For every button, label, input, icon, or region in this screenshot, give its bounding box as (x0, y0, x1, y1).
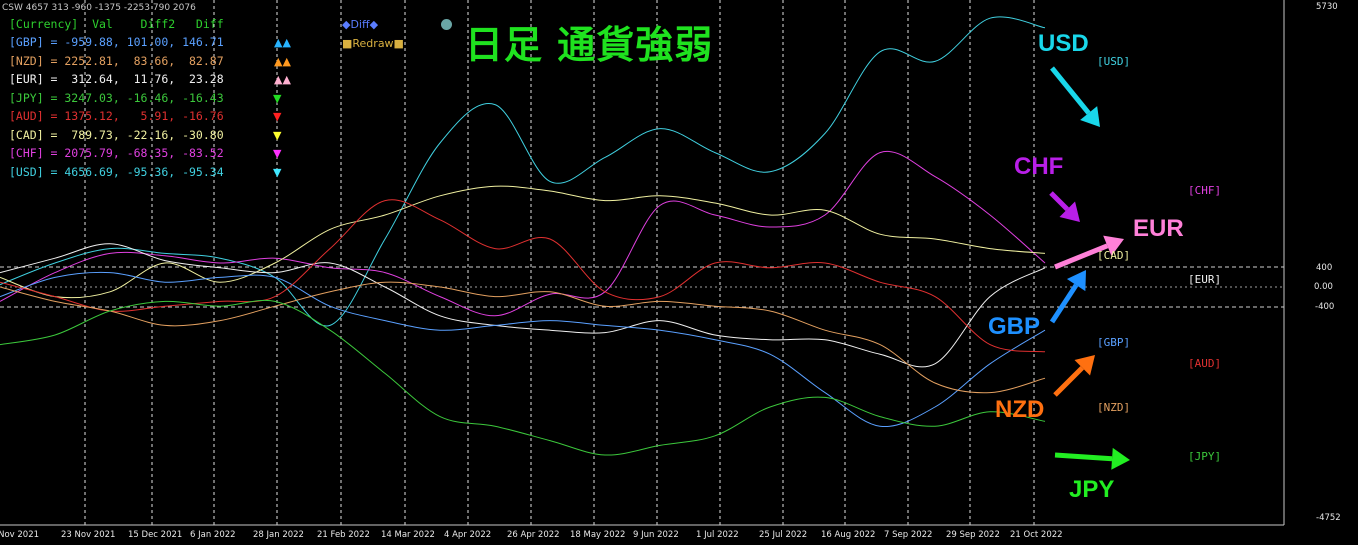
arrow-shaft (1053, 365, 1085, 397)
trend-arrow-icon: ▼ (273, 165, 282, 179)
arrow-shaft (1054, 452, 1113, 462)
annotation-arrows (1049, 66, 1130, 470)
trend-arrow-icon: ▲▲ (274, 54, 291, 68)
series-lines (0, 16, 1046, 456)
trend-arrow-icon: ▼ (273, 147, 282, 160)
series-tag-aud: [AUD] (1188, 357, 1222, 370)
y-axis-max: 5730 (1316, 2, 1338, 12)
annotation-nzd: NZD (995, 396, 1045, 423)
arrow-head-icon (1103, 235, 1124, 256)
series-line-chf (0, 150, 1046, 317)
header-info: CSW 4657 313 -960 -1375 -2253 790 2076 (2, 3, 196, 13)
diff-button[interactable]: ◆Diff◆ (342, 18, 379, 31)
table-row: [GBP] = -959.88, 101.00, 146.71 (9, 35, 224, 49)
arrow-head-icon (1111, 447, 1130, 470)
table-header: [Currency] Val Diff2 Diff (9, 17, 224, 31)
series-line-eur (0, 243, 1046, 368)
annotation-chf: CHF (1014, 153, 1064, 180)
table-row: [USD] = 4656.69, -95.36, -95.34 (9, 164, 224, 179)
annotation-jpy: JPY (1069, 476, 1115, 503)
series-line-usd (0, 16, 1046, 327)
x-tick-label: 6 Jan 2022 (190, 530, 236, 540)
x-tick-label: 16 Aug 2022 (821, 530, 876, 540)
x-tick-label: 28 Jan 2022 (253, 530, 304, 540)
trend-arrow-icon: ▼ (273, 110, 282, 123)
annotation-usd: USD (1038, 30, 1089, 57)
x-tick-label: 1 Jul 2022 (696, 530, 739, 540)
annotation-eur: EUR (1133, 215, 1184, 242)
series-tag-jpy: [JPY] (1188, 450, 1222, 463)
trend-arrow-icon: ▲▲ (274, 73, 291, 86)
series-line-cad (0, 185, 1046, 299)
annotation-gbp: GBP (988, 313, 1041, 340)
y-axis-zero: 0.00 (1314, 282, 1333, 292)
series-tag-cad: [CAD] (1097, 249, 1131, 262)
arrow-shaft (1049, 191, 1070, 212)
arrow-shaft (1050, 66, 1091, 115)
y-axis-400: 400 (1316, 263, 1333, 273)
series-tag-nzd: [NZD] (1097, 401, 1131, 414)
arrow-head-icon (1059, 201, 1080, 222)
series-tag-usd: [USD] (1097, 55, 1131, 68)
table-row: [EUR] = 312.64, 11.76, 23.28 (9, 72, 224, 86)
x-tick-label: 14 Mar 2022 (381, 530, 435, 540)
series-line-aud (0, 199, 1046, 353)
table-row: [NZD] = 2252.81, 83.66, 82.87 (9, 53, 224, 68)
series-tag-eur: [EUR] (1188, 273, 1222, 286)
x-tick-label: 21 Oct 2022 (1010, 530, 1063, 540)
series-tag-gbp: [GBP] (1097, 336, 1131, 349)
arrow-shaft (1049, 283, 1079, 324)
arrow-head-icon (1066, 270, 1086, 292)
table-row: [AUD] = 1375.12, 5.91, -16.76 (9, 109, 224, 123)
trend-arrow-icon: ▼ (273, 128, 282, 142)
series-tag-chf: [CHF] (1188, 184, 1222, 197)
arrow-head-icon (1080, 106, 1100, 127)
series-line-gbp (0, 271, 1046, 427)
x-tick-label: 4 Apr 2022 (444, 530, 492, 540)
trend-arrow-icon: ▼ (273, 91, 282, 105)
chart-title: 日足 通貨強弱 (465, 23, 714, 67)
x-tick-label: 9 Jun 2022 (633, 530, 679, 540)
y-axis-m400: -400 (1315, 302, 1335, 312)
x-tick-label: 23 Nov 2021 (61, 530, 116, 540)
x-tick-label: 26 Apr 2022 (507, 530, 560, 540)
trend-arrow-icon: ▲▲ (274, 36, 291, 49)
x-tick-label: 25 Jul 2022 (759, 530, 808, 540)
x-tick-label: 21 Feb 2022 (317, 530, 370, 540)
x-tick-label: 1 Nov 2021 (0, 530, 40, 540)
reference-lines (0, 266, 1284, 308)
x-tick-label: 15 Dec 2021 (128, 530, 183, 540)
arrow-shaft (1054, 243, 1109, 270)
arrow-head-icon (1074, 355, 1095, 376)
x-tick-label: 7 Sep 2022 (884, 530, 933, 540)
table-row: [CHF] = 2075.79, -68.35, -83.52 (9, 146, 224, 160)
x-tick-label: 29 Sep 2022 (946, 530, 1000, 540)
x-tick-label: 18 May 2022 (570, 530, 626, 540)
redraw-button[interactable]: ■Redraw■ (342, 37, 404, 50)
y-axis-min: -4752 (1316, 513, 1341, 523)
series-line-nzd (0, 281, 1046, 394)
table-row: [CAD] = 789.73, -22.16, -30.80 (9, 127, 224, 142)
circle-icon[interactable] (441, 19, 452, 30)
series-line-jpy (0, 299, 1046, 456)
table-row: [JPY] = 3247.03, -16.46, -16.43 (9, 90, 224, 105)
